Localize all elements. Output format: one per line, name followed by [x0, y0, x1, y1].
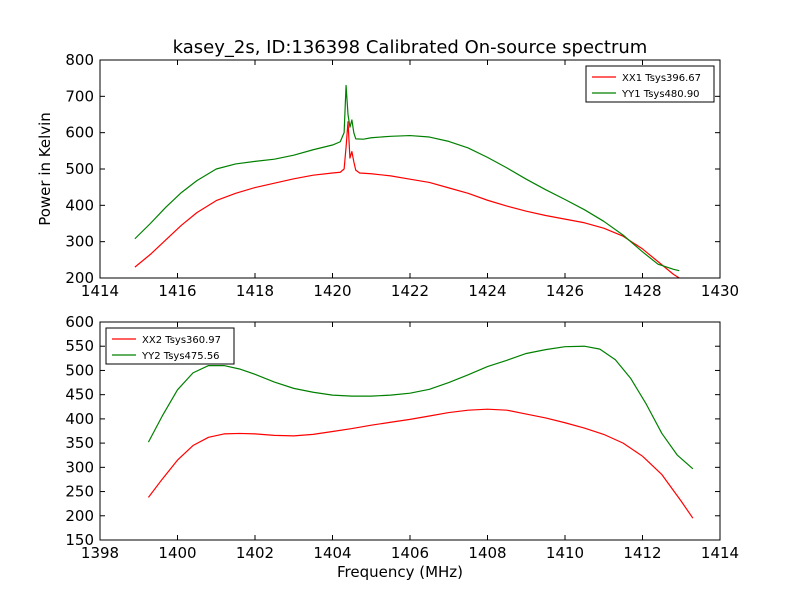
x-tick-label: 1422 [391, 282, 429, 300]
x-tick-label: 1426 [546, 282, 584, 300]
x-axis-label: Frequency (MHz) [337, 563, 463, 581]
chart-title: kasey_2s, ID:136398 Calibrated On-source… [173, 37, 648, 58]
legend-entry: YY2 Tsys475.56 [141, 351, 220, 362]
legend-entry: XX2 Tsys360.97 [142, 335, 221, 346]
x-tick-label: 1424 [468, 282, 506, 300]
y-tick-label: 150 [65, 531, 94, 549]
y-tick-label: 600 [65, 124, 94, 142]
chart-panel-1: 1414 1416 1418 1420 1422 1424 1426 1428 1430 200 3… [36, 51, 739, 300]
x-tick-label: 1412 [623, 544, 661, 562]
x-tick-label: 1408 [468, 544, 506, 562]
y-tick-label: 500 [65, 160, 94, 178]
series-line-1-1 [134, 121, 680, 278]
x-tick-label: 1410 [546, 544, 584, 562]
y-tick-label: 200 [65, 269, 94, 287]
x-tick-label: 1398 [81, 544, 119, 562]
y-tick-label: 250 [65, 483, 94, 501]
legend: XX2 Tsys360.97 YY2 Tsys475.56 [105, 327, 235, 365]
y-tick-label: 350 [65, 434, 94, 452]
legend-box [585, 65, 715, 103]
legend-box [105, 327, 235, 365]
y-tick-label: 700 [65, 87, 94, 105]
y-tick-label: 200 [65, 507, 94, 525]
legend-entry: XX1 Tsys396.67 [622, 73, 701, 84]
series-line-2-2 [147, 345, 694, 470]
x-tick-label: 1418 [236, 282, 274, 300]
y-axis-label: Power in Kelvin [36, 112, 54, 226]
x-tick-label: 1414 [701, 544, 739, 562]
x-tick-label: 1414 [81, 282, 119, 300]
y-tick-label: 400 [65, 410, 94, 428]
y-tick-label: 300 [65, 458, 94, 476]
series-line-1-2 [134, 84, 680, 272]
y-tick-label: 800 [65, 51, 94, 69]
x-tick-label: 1402 [236, 544, 274, 562]
y-tick-label: 550 [65, 337, 94, 355]
x-tick-label: 1420 [313, 282, 351, 300]
y-tick-label: 600 [65, 313, 94, 331]
x-tick-label: 1400 [158, 544, 196, 562]
legend: XX1 Tsys396.67 YY1 Tsys480.90 [585, 65, 715, 103]
series-line-2-1 [147, 408, 694, 519]
y-tick-label: 450 [65, 386, 94, 404]
y-tick-label: 500 [65, 361, 94, 379]
x-tick-label: 1428 [623, 282, 661, 300]
y-tick-label: 300 [65, 233, 94, 251]
chart-panel-2: 1398 1400 1402 1404 1406 1408 1410 1412 1414 150 2… [65, 313, 739, 581]
legend-entry: YY1 Tsys480.90 [621, 89, 700, 100]
x-tick-label: 1416 [158, 282, 196, 300]
x-tick-label: 1406 [391, 544, 429, 562]
chart-panels: 1414 1416 1418 1420 1422 1424 1426 1428 1430 200 3… [36, 51, 739, 581]
x-tick-label: 1404 [313, 544, 351, 562]
x-tick-label: 1430 [701, 282, 739, 300]
y-tick-label: 400 [65, 196, 94, 214]
